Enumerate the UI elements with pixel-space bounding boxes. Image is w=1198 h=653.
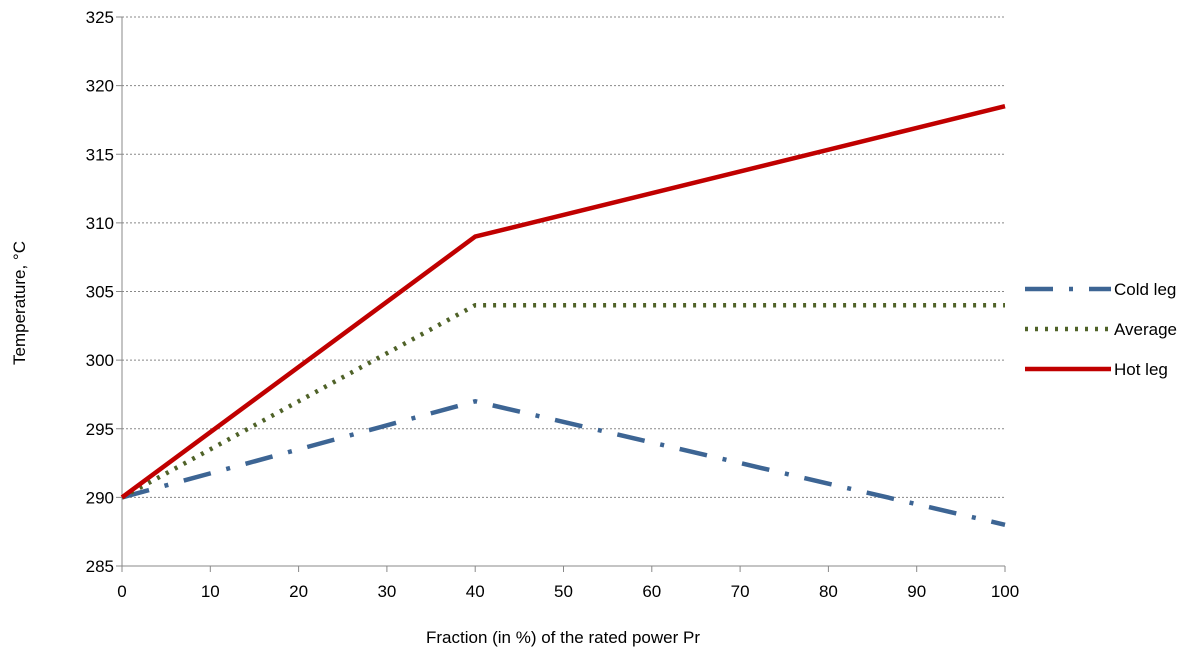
y-tick-label: 290 <box>86 488 114 507</box>
y-tick-label: 300 <box>86 351 114 370</box>
x-tick-label: 0 <box>117 582 126 601</box>
x-tick-labels: 0 10 20 30 40 50 60 70 80 90 100 <box>117 582 1019 601</box>
y-tick-label: 320 <box>86 77 114 96</box>
x-tick-label: 50 <box>554 582 573 601</box>
y-tick-label: 325 <box>86 8 114 27</box>
x-tick-label: 30 <box>377 582 396 601</box>
y-tick-label: 305 <box>86 283 114 302</box>
gridlines <box>122 16 1005 498</box>
y-tick-labels: 285 290 295 300 305 310 315 320 325 <box>86 8 114 576</box>
legend-label: Average <box>1114 320 1177 339</box>
y-tick-label: 285 <box>86 557 114 576</box>
series-line-cold-leg <box>121 399 1006 527</box>
x-tick-label: 60 <box>642 582 661 601</box>
x-tick-label: 90 <box>907 582 926 601</box>
x-tick-label: 80 <box>819 582 838 601</box>
y-tick-label: 315 <box>86 145 114 164</box>
legend: Cold leg Average Hot leg <box>1025 280 1177 379</box>
x-tick-label: 70 <box>731 582 750 601</box>
x-tick-label: 100 <box>991 582 1019 601</box>
axes <box>116 16 1006 572</box>
legend-label: Cold leg <box>1114 280 1176 299</box>
series-line-hot-leg <box>120 104 1006 500</box>
y-axis-label: Temperature, °C <box>10 241 29 365</box>
x-tick-label: 20 <box>289 582 308 601</box>
y-tick-label: 295 <box>86 420 114 439</box>
x-tick-label: 10 <box>201 582 220 601</box>
x-axis-label: Fraction (in %) of the rated power Pr <box>426 628 700 647</box>
x-tick-label: 40 <box>466 582 485 601</box>
series-line-average <box>120 302 1005 500</box>
legend-label: Hot leg <box>1114 360 1168 379</box>
y-tick-label: 310 <box>86 214 114 233</box>
series-lines <box>120 104 1006 527</box>
